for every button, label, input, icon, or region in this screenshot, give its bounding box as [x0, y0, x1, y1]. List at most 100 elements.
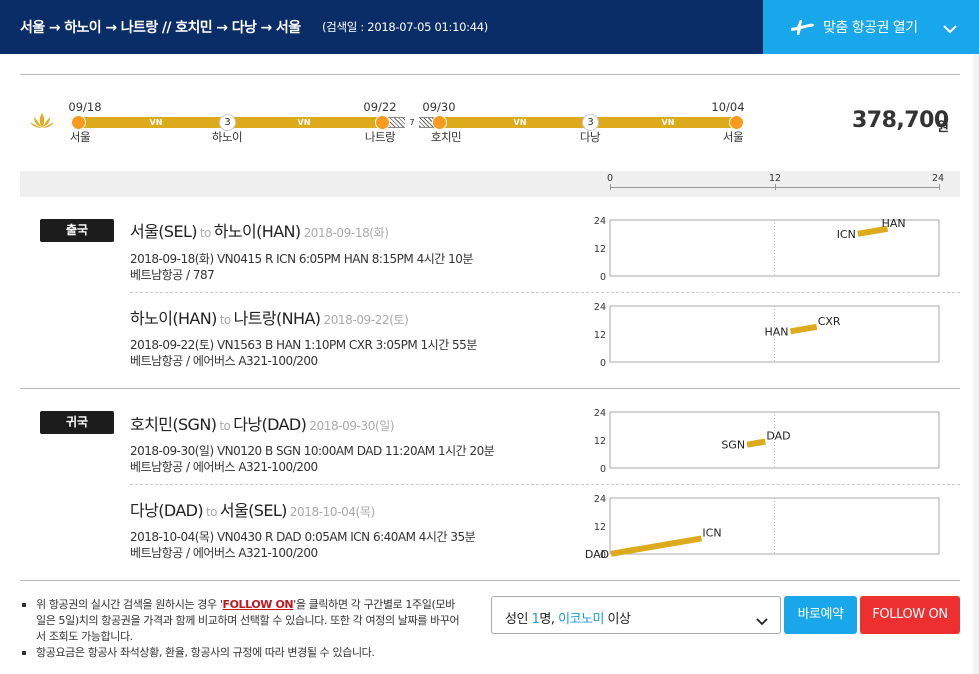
timeline-city: 나트랑 — [364, 130, 396, 144]
arrival-label: HAN — [882, 217, 906, 230]
hour-scale-tick — [775, 184, 776, 190]
to-word: to — [199, 226, 211, 240]
flight-bar — [857, 225, 889, 237]
timeline-date: 09/22 — [363, 100, 397, 114]
aircraft-info: 베트남항공 / 787 — [130, 268, 215, 282]
itinerary-timeline: 7 VN VN VN VN 3 3 09/18 09/22 09/30 10/0… — [0, 90, 979, 160]
select-value: 성인 1명, 이코노미 이상 — [505, 608, 631, 627]
search-date: (검색일 : 2018-07-05 01:10:44) — [322, 20, 488, 34]
outbound-badge: 출국 — [40, 219, 114, 242]
airline-code: VN — [513, 118, 527, 127]
timeline-date: 09/30 — [422, 100, 456, 114]
y-tick-label: 12 — [594, 436, 606, 447]
select-prefix: 성인 — [505, 612, 532, 627]
notice-item: 위 항공권의 실시간 검색을 원하시는 경우 'FOLLOW ON'을 클릭하면… — [20, 597, 460, 645]
origin: 다낭(DAD) — [130, 501, 204, 520]
timeline-city: 다낭 — [579, 130, 601, 144]
y-tick-label: 12 — [594, 330, 606, 341]
timeline-city: 서울 — [69, 130, 91, 144]
destination: 다낭(DAD) — [233, 415, 307, 434]
airline-code: VN — [297, 118, 311, 127]
route-date: 2018-09-18(화) — [303, 226, 389, 240]
price-unit: 원 — [937, 120, 949, 135]
airline-code: VN — [661, 118, 675, 127]
aircraft-info: 베트남항공 / 에어버스 A321-100/200 — [130, 354, 318, 368]
airplane-icon — [789, 16, 815, 40]
y-tick-label: 0 — [600, 358, 606, 366]
flight-time-chart: 24 12 0 HAN CXR — [594, 302, 940, 366]
scrollbar[interactable] — [973, 54, 979, 674]
notice-text: '을 클릭하면 각 구간별로 1주일(모바일은 5일)치의 항공권을 가격과 함… — [36, 598, 460, 643]
timeline-node — [71, 115, 86, 130]
y-tick-label: 24 — [594, 408, 606, 419]
to-word: to — [219, 313, 231, 327]
divider — [20, 74, 960, 75]
hour-scale-label: 24 — [931, 173, 945, 184]
open-custom-ticket-button[interactable]: 맞춤 항공권 열기 — [763, 0, 979, 54]
y-tick-label: 0 — [600, 550, 606, 558]
stay-nights: 3 — [582, 114, 599, 131]
chevron-down-icon — [943, 19, 957, 38]
passenger-count: 1 — [531, 612, 540, 627]
destination: 나트랑(NHA) — [233, 309, 321, 328]
notice-list: 위 항공권의 실시간 검색을 원하시는 경우 'FOLLOW ON'을 클릭하면… — [20, 597, 460, 661]
flight-detail: 2018-09-30(일) VN0120 B SGN 10:00AM DAD 1… — [130, 444, 495, 458]
follow-on-button[interactable]: FOLLOW ON — [860, 596, 960, 634]
y-tick-label: 24 — [594, 216, 606, 227]
destination: 서울(SEL) — [219, 501, 288, 520]
y-tick-label: 12 — [594, 522, 606, 533]
y-tick-label: 12 — [594, 244, 606, 255]
aircraft-info: 베트남항공 / 에어버스 A321-100/200 — [130, 546, 318, 560]
hour-scale-band — [20, 171, 960, 197]
timeline-node — [432, 115, 447, 130]
passenger-cabin-select[interactable]: 성인 1명, 이코노미 이상 — [491, 596, 781, 634]
flight-route-heading: 호치민(SGN) to 다낭(DAD) 2018-09-30(일) — [130, 411, 395, 435]
hour-scale-tick — [610, 184, 611, 190]
y-tick-label: 24 — [594, 302, 606, 313]
arrival-label: CXR — [818, 315, 841, 328]
origin: 서울(SEL) — [130, 222, 198, 241]
airline-code: VN — [149, 118, 163, 127]
notice-text: 위 항공권의 실시간 검색을 원하시는 경우 ' — [36, 598, 223, 611]
flight-detail: 2018-09-18(화) VN0415 R ICN 6:05PM HAN 8:… — [130, 252, 473, 266]
timeline-date: 10/04 — [711, 100, 745, 114]
cabin-class: 이코노미 — [558, 612, 604, 627]
flight-time-chart: 24 12 0 SGN DAD — [594, 408, 940, 472]
total-price: 378,700 — [852, 108, 949, 133]
flight-detail: 2018-09-22(토) VN1563 B HAN 1:10PM CXR 3:… — [130, 338, 477, 352]
to-word: to — [219, 419, 231, 433]
flight-route-heading: 다낭(DAD) to 서울(SEL) 2018-10-04(목) — [130, 497, 375, 521]
flight-bar — [610, 535, 702, 557]
timeline-city: 호치민 — [430, 130, 462, 144]
route-date: 2018-10-04(목) — [289, 505, 375, 519]
chevron-down-icon — [756, 611, 768, 630]
stay-nights: 3 — [219, 114, 236, 131]
select-mid: 명, — [539, 612, 559, 627]
gap-days: 7 — [405, 117, 419, 128]
timeline-city: 하노이 — [211, 130, 243, 144]
flight-route-heading: 서울(SEL) to 하노이(HAN) 2018-09-18(화) — [130, 218, 389, 242]
route-title: 서울 → 하노이 → 나트랑 // 호치민 → 다낭 → 서울 — [20, 20, 301, 36]
section-divider — [20, 580, 960, 581]
origin: 호치민(SGN) — [130, 415, 217, 434]
flight-route-heading: 하노이(HAN) to 나트랑(NHA) 2018-09-22(토) — [130, 305, 409, 329]
arrival-label: ICN — [702, 526, 721, 539]
y-tick-label: 24 — [594, 494, 606, 505]
flight-time-chart: 24 12 0 ICN HAN — [594, 216, 940, 280]
select-suffix: 이상 — [603, 612, 631, 627]
book-now-button[interactable]: 바로예약 — [784, 596, 857, 634]
destination: 하노이(HAN) — [213, 222, 301, 241]
departure-label: ICN — [837, 228, 856, 241]
y-tick-label: 0 — [600, 272, 606, 280]
lotus-icon — [30, 112, 54, 134]
y-tick-label: 0 — [600, 464, 606, 472]
departure-label: HAN — [765, 325, 789, 338]
return-badge: 귀국 — [40, 411, 114, 434]
follow-on-link[interactable]: FOLLOW ON — [222, 598, 294, 611]
top-header: 서울 → 하노이 → 나트랑 // 호치민 → 다낭 → 서울 (검색일 : 2… — [0, 0, 979, 54]
departure-label: DAD — [585, 548, 609, 558]
aircraft-info: 베트남항공 / 에어버스 A321-100/200 — [130, 460, 318, 474]
timeline-date: 09/18 — [68, 100, 102, 114]
origin: 하노이(HAN) — [130, 309, 217, 328]
notice-item: 항공요금은 항공사 좌석상황, 환율, 항공사의 규정에 따라 변경될 수 있습… — [20, 645, 460, 661]
